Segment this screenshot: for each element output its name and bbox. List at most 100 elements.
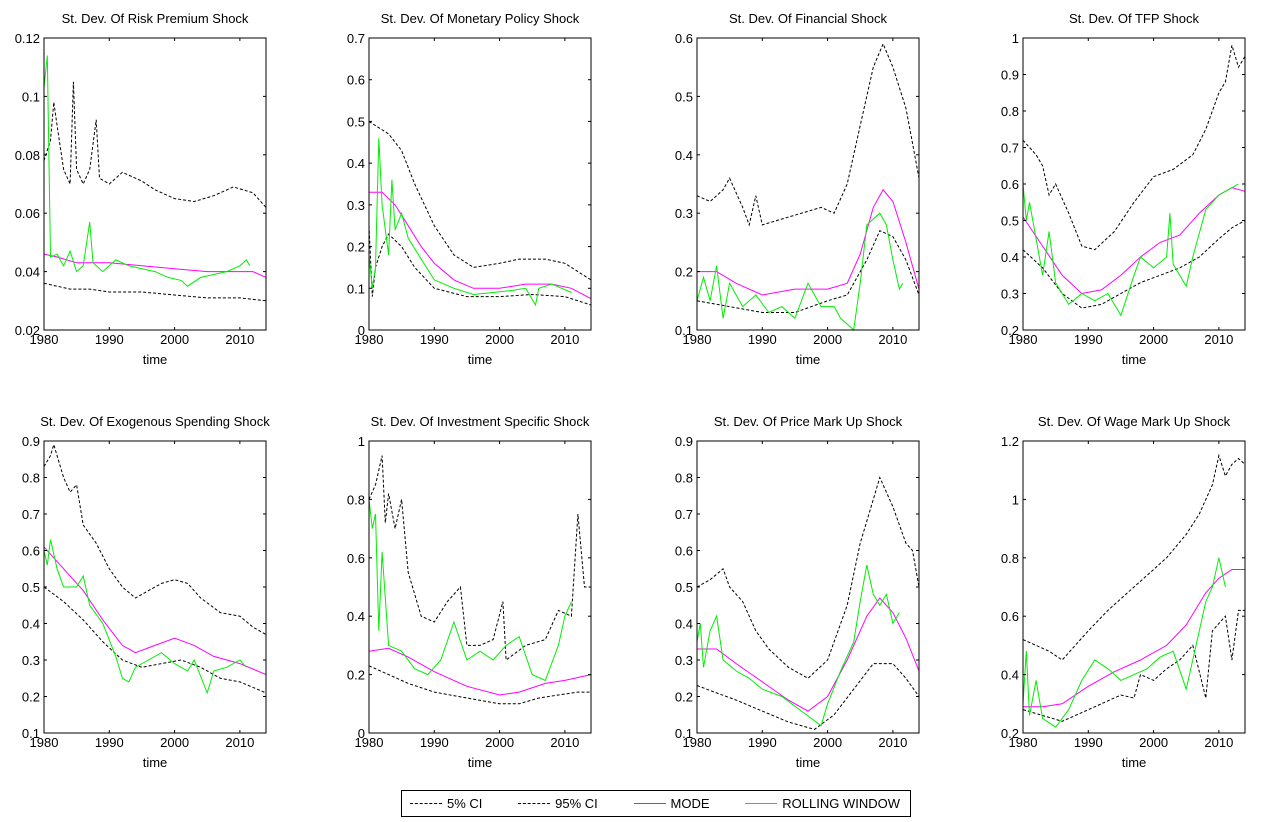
panel-7-y-tick-label: 0.1 — [675, 726, 693, 741]
panel-7-y-tick-label: 0.4 — [675, 617, 693, 632]
panel-4-x-tick-label: 1990 — [1074, 332, 1103, 347]
panel-6-x-tick-label: 1980 — [355, 735, 384, 750]
panel-7-x-tick-label: 2000 — [813, 735, 842, 750]
panel-5-y-tick-label: 0.5 — [22, 580, 40, 595]
panel-1-y-tick-label: 0.02 — [15, 323, 40, 338]
panel-4-y-tick-label: 0.3 — [1001, 287, 1019, 302]
panel-6-series-95-ci — [368, 455, 591, 661]
panel-3-series-95-ci — [696, 42, 920, 227]
panel-1-series-5-ci — [43, 282, 267, 302]
legend-swatch-5-ci — [410, 803, 442, 804]
panel-2-y-tick-label: 0.4 — [347, 156, 365, 171]
panel-2-series-5-ci — [368, 225, 592, 306]
panel-8-y-tick-label: 0.6 — [1001, 609, 1019, 624]
panel-7-title: St. Dev. Of Price Mark Up Shock — [714, 414, 903, 429]
panel-5-y-tick-label: 0.1 — [22, 726, 40, 741]
panel-1-series-mode — [43, 253, 267, 278]
legend-item-mode: MODE — [633, 796, 710, 811]
legend-swatch-rolling-window — [745, 803, 778, 804]
panel-2-y-tick-label: 0.1 — [347, 281, 365, 296]
panel-4-x-axis-label: time — [1122, 352, 1147, 367]
panel-7-x-tick-label: 1990 — [748, 735, 777, 750]
panel-5-y-tick-label: 0.6 — [22, 544, 40, 559]
panel-1-title: St. Dev. Of Risk Premium Shock — [62, 11, 249, 26]
panel-3-series-mode — [697, 188, 920, 296]
panel-4-title: St. Dev. Of TFP Shock — [1069, 11, 1200, 26]
panel-7-y-tick-label: 0.8 — [675, 471, 693, 486]
panel-3-y-tick-label: 0.2 — [675, 265, 693, 280]
panel-5-plot-frame — [43, 440, 267, 734]
panel-1-y-tick-label: 0.12 — [15, 31, 40, 46]
panel-5-title: St. Dev. Of Exogenous Spending Shock — [40, 414, 270, 429]
panel-4-x-tick-label: 2000 — [1139, 332, 1168, 347]
panel-6-y-tick-label: 0.6 — [347, 551, 365, 566]
panel-7-series-5-ci — [696, 663, 920, 730]
panel-4-series-rolling-window — [1022, 183, 1239, 317]
panel-7-x-tick-label: 1980 — [683, 735, 712, 750]
panel-4-y-tick-label: 0.4 — [1001, 250, 1019, 265]
legend-swatch-95-ci — [518, 803, 551, 804]
panel-6-x-tick-label: 1990 — [420, 735, 449, 750]
panel-5-y-tick-label: 0.7 — [22, 507, 40, 522]
legend-label-mode: MODE — [670, 796, 710, 811]
panel-2-title: St. Dev. Of Monetary Policy Shock — [381, 11, 580, 26]
panel-5-series-95-ci — [43, 442, 267, 635]
panel-2-x-tick-label: 2000 — [485, 332, 514, 347]
panel-8-y-tick-label: 1 — [1012, 492, 1019, 507]
panel-8-plot-frame — [1022, 440, 1246, 734]
panel-6-y-tick-label: 1 — [358, 434, 365, 449]
panel-1-y-tick-label: 0.06 — [15, 206, 40, 221]
panel-2-y-tick-label: 0.7 — [347, 31, 365, 46]
panel-6-x-tick-label: 2010 — [550, 735, 579, 750]
panel-3-x-axis-label: time — [796, 352, 821, 367]
panel-4-y-tick-label: 0.5 — [1001, 214, 1019, 229]
panel-1-x-tick-label: 1990 — [95, 332, 124, 347]
panel-1-plot-frame — [43, 37, 267, 331]
panel-5-y-tick-label: 0.4 — [22, 617, 40, 632]
panel-4-y-tick-label: 0.6 — [1001, 177, 1019, 192]
panel-3-x-tick-label: 1990 — [748, 332, 777, 347]
panel-2-y-tick-label: 0.3 — [347, 198, 365, 213]
panel-4-y-tick-label: 0.8 — [1001, 104, 1019, 119]
panel-4-series-5-ci — [1022, 220, 1246, 309]
panel-5-x-axis-label: time — [143, 755, 168, 770]
legend-item-rolling-window: ROLLING WINDOW — [745, 796, 900, 811]
panel-7-y-tick-label: 0.5 — [675, 580, 693, 595]
legend-item-95-ci: 95% CI — [518, 796, 598, 811]
panel-5-x-tick-label: 1990 — [95, 735, 124, 750]
panel-2-x-tick-label: 1990 — [420, 332, 449, 347]
panel-7-x-tick-label: 2010 — [878, 735, 907, 750]
panel-6-series-rolling-window — [368, 499, 572, 682]
panel-3-x-tick-label: 2000 — [813, 332, 842, 347]
panel-6-series-5-ci — [368, 665, 591, 705]
panel-2-x-tick-label: 1980 — [355, 332, 384, 347]
panel-1-series-rolling-window — [43, 55, 251, 287]
panel-3-y-tick-label: 0.3 — [675, 206, 693, 221]
panel-8-x-tick-label: 1980 — [1009, 735, 1038, 750]
panel-6-plot-frame — [368, 440, 592, 734]
panel-1-y-tick-label: 0.08 — [15, 148, 40, 163]
panel-5-series-rolling-window — [43, 539, 247, 695]
panel-1-x-tick-label: 2010 — [225, 332, 254, 347]
panel-2-series-rolling-window — [368, 138, 572, 307]
panel-2-series-95-ci — [368, 120, 592, 281]
panel-3-y-tick-label: 0.6 — [675, 31, 693, 46]
legend-label-95-ci: 95% CI — [555, 796, 598, 811]
panel-5-y-tick-label: 0.3 — [22, 653, 40, 668]
panel-8-series-95-ci — [1022, 453, 1246, 661]
panel-7-y-tick-label: 0.6 — [675, 544, 693, 559]
panel-8-series-5-ci — [1022, 609, 1245, 722]
panel-2-x-tick-label: 2010 — [550, 332, 579, 347]
panel-5-x-tick-label: 1980 — [30, 735, 59, 750]
panel-5-x-tick-label: 2010 — [225, 735, 254, 750]
panel-4-y-tick-label: 0.7 — [1001, 141, 1019, 156]
panel-6-y-tick-label: 0 — [358, 726, 365, 741]
panel-5-x-tick-label: 2000 — [160, 735, 189, 750]
panel-6-y-tick-label: 0.4 — [347, 609, 365, 624]
panel-3-x-tick-label: 2010 — [878, 332, 907, 347]
panel-8-x-tick-label: 1990 — [1074, 735, 1103, 750]
panel-1-x-tick-label: 2000 — [160, 332, 189, 347]
panel-8-series-mode — [1023, 569, 1245, 708]
panel-5-y-tick-label: 0.8 — [22, 471, 40, 486]
